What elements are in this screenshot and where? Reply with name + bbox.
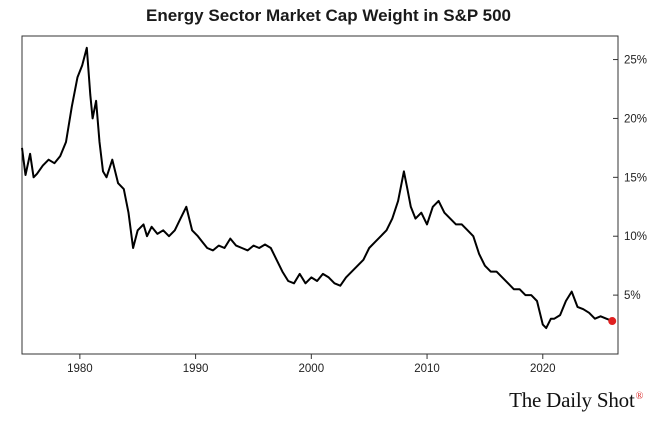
y-tick-label: 20% bbox=[624, 113, 647, 125]
x-axis: 1980 1990 2000 2010 2020 bbox=[67, 354, 556, 375]
brand-registered-mark: ® bbox=[635, 391, 644, 402]
x-tick-label: 2000 bbox=[299, 363, 325, 375]
x-tick-label: 2010 bbox=[414, 363, 440, 375]
y-axis: 5% 10% 15% 20% 25% bbox=[613, 55, 647, 302]
y-tick-label: 5% bbox=[624, 290, 641, 302]
x-tick-label: 1990 bbox=[183, 363, 209, 375]
brand-logo: The Daily Shot® bbox=[509, 388, 643, 413]
series-line-energy-weight bbox=[21, 46, 613, 330]
end-point-marker bbox=[608, 317, 617, 326]
chart-title: Energy Sector Market Cap Weight in S&P 5… bbox=[146, 6, 511, 25]
plot-frame bbox=[21, 35, 619, 355]
x-tick-label: 2020 bbox=[530, 363, 556, 375]
brand-name: The Daily Shot bbox=[509, 388, 635, 412]
x-tick-label: 1980 bbox=[67, 363, 93, 375]
y-tick-label: 15% bbox=[624, 172, 647, 184]
y-tick-label: 25% bbox=[624, 55, 647, 67]
y-tick-label: 10% bbox=[624, 231, 647, 243]
